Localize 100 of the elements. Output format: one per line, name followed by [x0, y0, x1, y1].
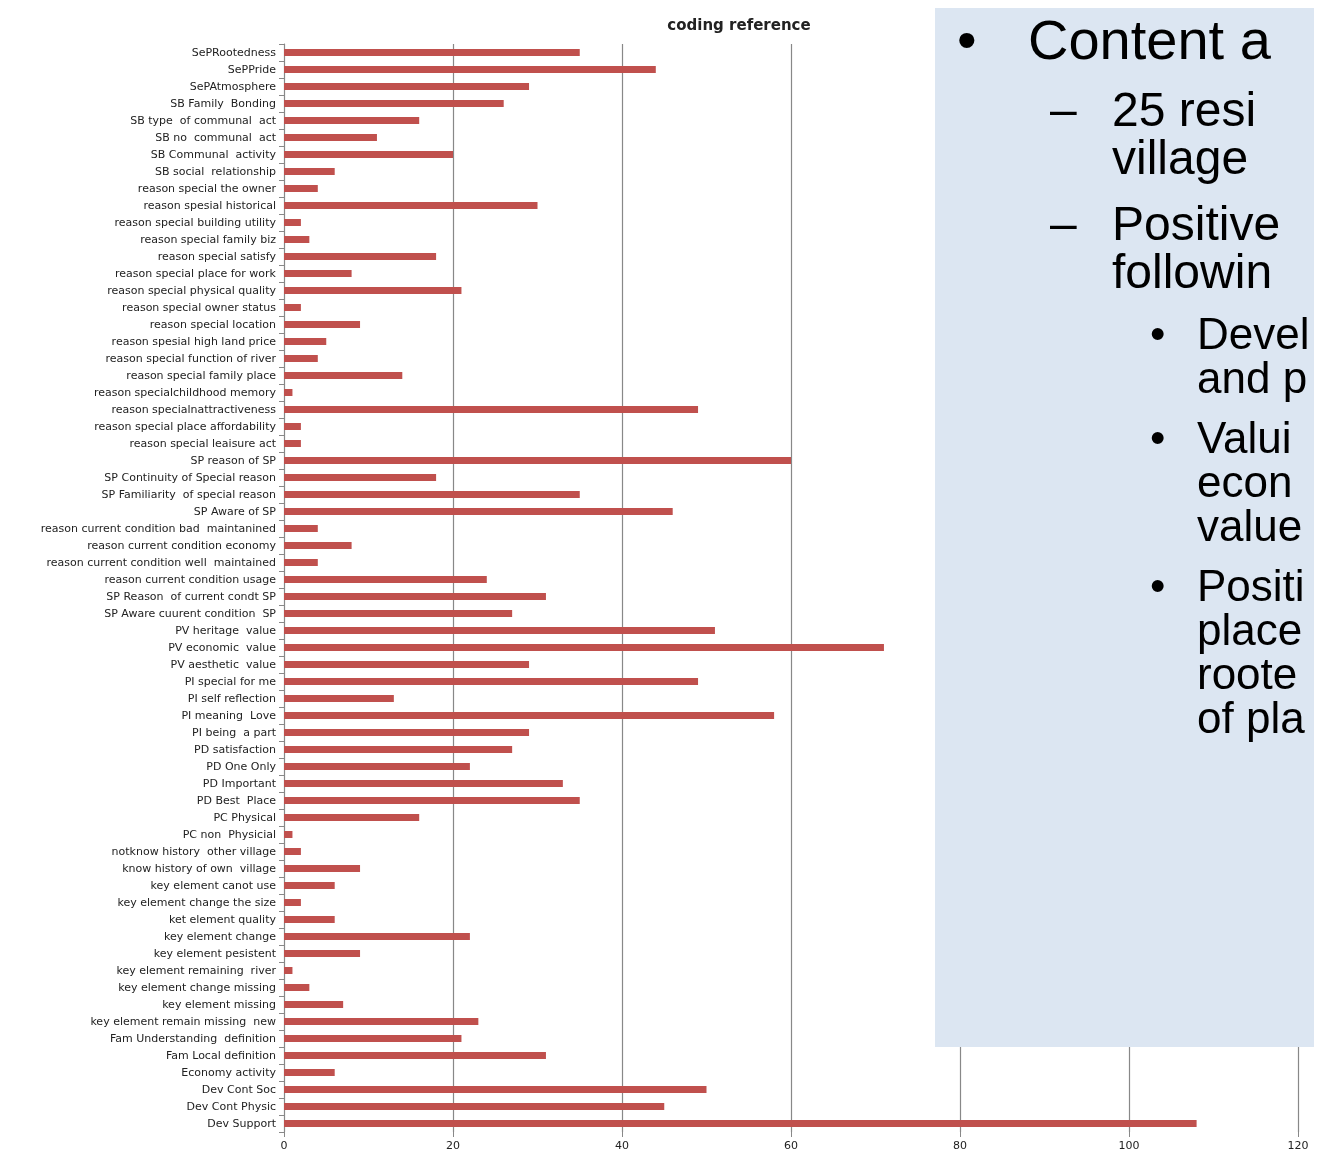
y-tick-label: reason special location — [149, 318, 277, 331]
y-tick-label: notknow history other village — [111, 845, 277, 858]
y-tick-label: reason special place for work — [115, 267, 277, 280]
y-tick-label: PI meaning Love — [181, 709, 277, 722]
bar — [284, 168, 335, 175]
bar — [284, 712, 775, 719]
bar — [284, 695, 394, 702]
bar — [284, 525, 318, 532]
y-tick-label: SB social relationship — [154, 165, 277, 178]
y-tick-label: PD Best Place — [196, 794, 277, 807]
y-tick-label: SP Reason of current condt SP — [106, 590, 277, 603]
y-tick-label: reason current condition economy — [87, 539, 277, 552]
x-tick-label: 20 — [446, 1139, 460, 1152]
y-tick-label: PD satisfaction — [194, 743, 277, 756]
y-tick-label: PI self reflection — [187, 692, 277, 705]
bar — [284, 916, 335, 923]
y-tick-label: PC Physical — [213, 811, 276, 824]
y-tick-label: reason special function of river — [105, 352, 277, 365]
y-tick-label: reason special owner status — [122, 301, 277, 314]
bar — [284, 236, 310, 243]
bar — [284, 729, 530, 736]
bar — [284, 338, 327, 345]
bar — [284, 627, 715, 634]
y-tick-label: reason specialnattractiveness — [111, 403, 277, 416]
bar — [284, 134, 377, 141]
annotation: – 25 resi village — [1050, 83, 1258, 184]
bar — [284, 848, 301, 855]
y-tick-label: reason special physical quality — [107, 284, 277, 297]
y-tick-label: reason special family place — [126, 369, 277, 382]
bar — [284, 1103, 665, 1110]
y-tick-label: PD One Only — [206, 760, 277, 773]
y-tick-label: know history of own village — [122, 862, 277, 875]
bar — [284, 100, 504, 107]
y-tick-label: reason spesial historical — [143, 199, 276, 212]
y-tick-label: key element change the size — [117, 896, 277, 909]
x-tick-label: 120 — [1287, 1139, 1309, 1152]
bar — [284, 899, 301, 906]
bar — [284, 1069, 335, 1076]
bar — [284, 185, 318, 192]
bar — [284, 882, 335, 889]
bar — [284, 508, 673, 515]
y-tick-label: key element remain missing new — [90, 1015, 276, 1028]
bar — [284, 797, 580, 804]
annotation: • Content a — [957, 8, 1272, 71]
y-tick-label: SePPride — [227, 63, 277, 76]
bar — [284, 83, 530, 90]
bar — [284, 576, 487, 583]
y-tick-label: reason current condition usage — [104, 573, 277, 586]
y-tick-label: reason specialchildhood memory — [93, 386, 277, 399]
y-tick-label: Fam Understanding definition — [109, 1032, 277, 1045]
bar — [284, 1018, 479, 1025]
bar — [284, 984, 310, 991]
x-tick-label: 100 — [1118, 1139, 1140, 1152]
y-tick-label: PV aesthetic value — [170, 658, 277, 671]
bar — [284, 355, 318, 362]
y-tick-label: reason special building utility — [114, 216, 277, 229]
y-tick-label: SP Aware of SP — [193, 505, 277, 518]
y-tick-label: Dev Support — [207, 1117, 277, 1130]
bar — [284, 831, 293, 838]
y-tick-label: reason special satisfy — [157, 250, 277, 263]
bar — [284, 559, 318, 566]
y-tick-label: SB Communal activity — [150, 148, 277, 161]
bar — [284, 763, 470, 770]
y-tick-label: SP reason of SP — [190, 454, 277, 467]
bar — [284, 491, 580, 498]
y-tick-label: PV economic value — [168, 641, 277, 654]
x-tick-label: 80 — [953, 1139, 967, 1152]
bar — [284, 814, 420, 821]
y-tick-label: key element pesistent — [153, 947, 277, 960]
bar — [284, 661, 530, 668]
bar — [284, 287, 462, 294]
y-tick-label: PC non Physicial — [182, 828, 276, 841]
bar — [284, 1035, 462, 1042]
bar — [284, 321, 361, 328]
y-tick-label: Dev Cont Physic — [186, 1100, 276, 1113]
y-tick-label: reason special the owner — [137, 182, 277, 195]
y-tick-label: reason special family biz — [140, 233, 277, 246]
y-tick-label: PV heritage value — [175, 624, 277, 637]
x-tick-label: 0 — [280, 1139, 288, 1152]
y-tick-label: key element canot use — [150, 879, 277, 892]
bar — [284, 406, 699, 413]
bar — [284, 151, 453, 158]
bar — [284, 49, 580, 56]
bar — [284, 474, 437, 481]
y-tick-label: key element change — [163, 930, 277, 943]
y-tick-label: SePRootedness — [191, 46, 277, 59]
bar — [284, 1120, 1197, 1127]
y-tick-label: PI being a part — [192, 726, 277, 739]
y-tick-label: key element change missing — [118, 981, 276, 994]
bar — [284, 372, 403, 379]
y-tick-label: key element missing — [162, 998, 276, 1011]
bar — [284, 270, 352, 277]
bar — [284, 610, 513, 617]
bar — [284, 202, 538, 209]
bar — [284, 950, 361, 957]
y-tick-label: SP Aware cuurent condition SP — [104, 607, 277, 620]
bar — [284, 117, 420, 124]
bar — [284, 746, 513, 753]
annotation: • Valui econ value — [1150, 413, 1304, 550]
bar — [284, 1086, 707, 1093]
